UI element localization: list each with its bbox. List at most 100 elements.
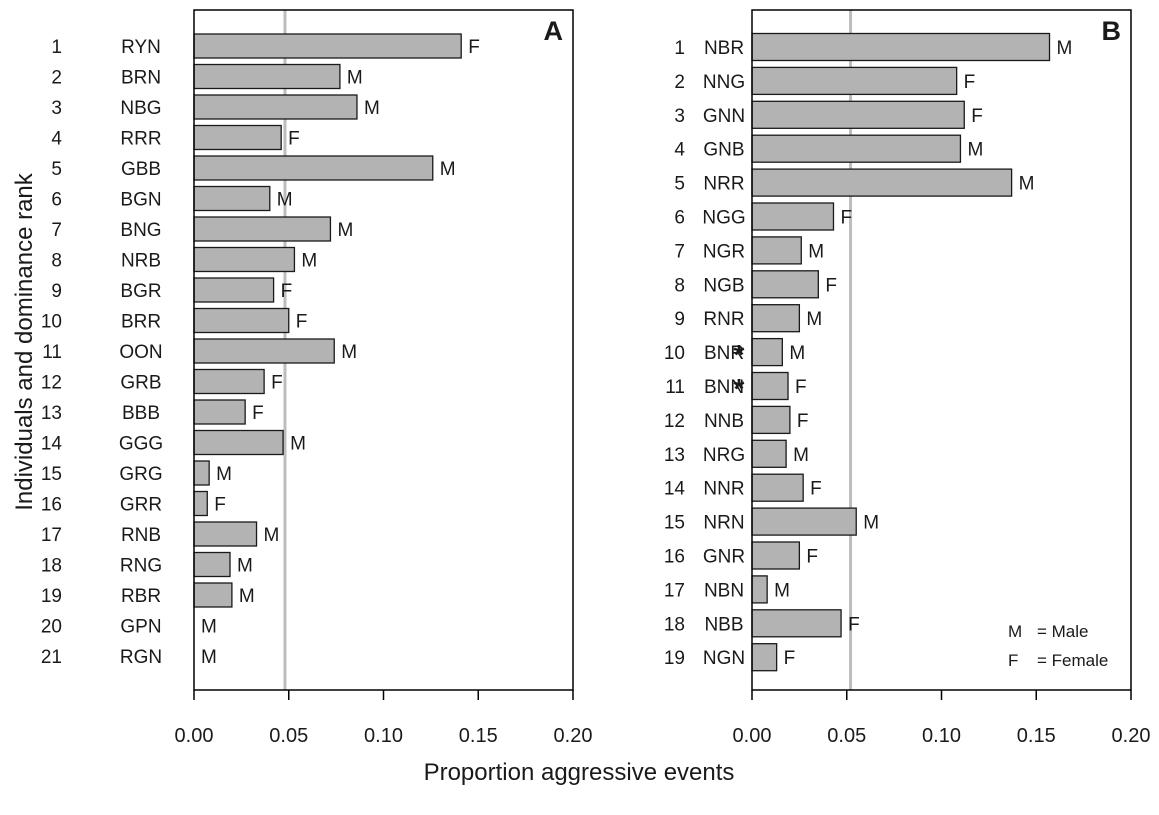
sex-label: M (440, 159, 456, 180)
sex-label: M (277, 190, 293, 211)
rank-label: 19 (41, 586, 62, 607)
bar (193, 33, 462, 59)
x-tick-label: 0.05 (269, 725, 308, 747)
sex-label: F (797, 411, 809, 432)
individual-label: RNG (120, 556, 162, 577)
rank-label: 17 (664, 580, 685, 601)
individual-label: NNG (703, 72, 745, 93)
x-tick-label: 0.10 (364, 725, 403, 747)
individual-label: RBR (121, 586, 161, 607)
x-tick-label: 0.10 (922, 725, 961, 747)
bar (751, 439, 787, 468)
sex-label: F (795, 377, 807, 398)
individual-label: NNB (704, 411, 744, 432)
sex-label: M (364, 98, 380, 119)
rank-label: 7 (51, 220, 62, 241)
rank-label: 18 (41, 556, 62, 577)
rank-label: 5 (674, 174, 685, 195)
rank-label: 13 (664, 445, 685, 466)
bar (193, 521, 258, 547)
rank-label: 17 (41, 525, 62, 546)
individual-label: BNN (704, 377, 744, 398)
individual-label: BNG (120, 220, 161, 241)
bar (193, 338, 335, 364)
bar (193, 460, 210, 486)
individual-label: GRR (120, 495, 162, 516)
individual-label: NGN (703, 648, 745, 669)
sex-label: F (840, 208, 852, 229)
sex-label: F (784, 648, 796, 669)
sex-label: F (848, 614, 860, 635)
rank-label: 1 (51, 37, 62, 58)
sex-label: F (806, 547, 818, 568)
individual-label: RGN (120, 647, 162, 668)
bar (751, 337, 783, 367)
bar (751, 100, 965, 129)
legend-text: = Male (1037, 622, 1089, 641)
rank-label: 12 (664, 411, 685, 432)
rank-label: 4 (51, 129, 62, 150)
x-tick-label: 0.15 (1017, 725, 1056, 747)
sex-label: M (1019, 174, 1035, 195)
rank-label: 21 (41, 647, 62, 668)
legend-code: F (1008, 651, 1018, 670)
sex-label: F (810, 479, 822, 500)
individual-label: NBB (704, 614, 743, 635)
individual-label: NGB (703, 275, 744, 296)
sex-label: F (296, 312, 308, 333)
sex-label: M (237, 556, 253, 577)
individual-label: RNR (703, 309, 744, 330)
rank-label: 10 (664, 343, 685, 364)
individual-label: GNN (703, 106, 745, 127)
bar (751, 473, 804, 502)
rank-label: 15 (41, 464, 62, 485)
sex-label: M (806, 309, 822, 330)
rank-label: 2 (674, 72, 685, 93)
individual-label: RNB (121, 525, 161, 546)
individual-label: BRR (121, 312, 161, 333)
individual-label: BNR (704, 343, 744, 364)
rank-label: 13 (41, 403, 62, 424)
sex-label: M (201, 647, 217, 668)
individual-label: BGN (120, 190, 161, 211)
panel-a: 1 RYN F 2 BRN M 3 NBG M 4 RRR F 5 GBB M 6 BGN M 7 BNG M 8 NRB M… (41, 9, 592, 747)
sex-label: M (808, 241, 824, 262)
individual-label: GGG (119, 434, 163, 455)
x-tick-label: 0.00 (733, 725, 772, 747)
rank-label: 16 (41, 495, 62, 516)
sex-label: F (468, 37, 480, 58)
bar (193, 429, 284, 456)
significance-star: * (734, 339, 745, 370)
sex-label: M (290, 434, 306, 455)
bar (193, 307, 290, 334)
sex-label: F (971, 106, 983, 127)
y-axis-title: Individuals and dominance rank (11, 172, 38, 511)
bar (751, 66, 958, 96)
panel-label: A (544, 16, 564, 46)
bar (193, 490, 208, 517)
sex-label: M (264, 525, 280, 546)
sex-label: M (967, 140, 983, 161)
bar (751, 609, 842, 638)
x-axis-title: Proportion aggressive events (424, 759, 735, 786)
sex-label: M (863, 513, 879, 534)
rank-label: 3 (674, 106, 685, 127)
x-tick-label: 0.05 (827, 725, 866, 747)
individual-label: NRB (121, 251, 161, 272)
rank-label: 14 (41, 434, 63, 455)
bar (751, 507, 857, 536)
bar (751, 32, 1051, 62)
rank-label: 3 (51, 98, 62, 119)
rank-label: 20 (41, 617, 62, 638)
bar (751, 134, 962, 163)
individual-label: BRN (121, 68, 161, 89)
panels-group: 1 RYN F 2 BRN M 3 NBG M 4 RRR F 5 GBB M 6 BGN M 7 BNG M 8 NRB M… (41, 9, 1151, 747)
sex-label: F (271, 373, 283, 394)
x-tick-label: 0.20 (1112, 725, 1151, 747)
rank-label: 15 (664, 513, 685, 534)
rank-label: 11 (42, 342, 62, 363)
sex-label: M (793, 445, 809, 466)
rank-label: 6 (51, 190, 62, 211)
individual-label: NGR (703, 241, 745, 262)
